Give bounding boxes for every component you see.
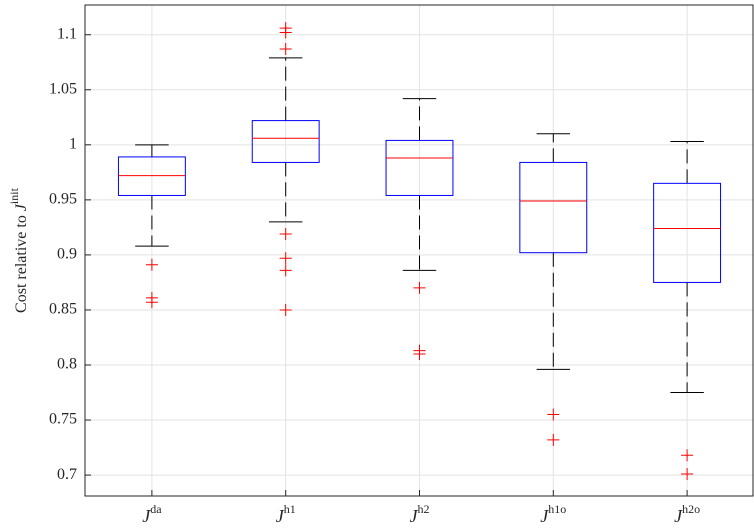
y-tick-label: 0.9 [57,246,77,263]
y-tick-label: 0.85 [49,301,77,318]
box [117,156,186,196]
y-tick-label: 1.05 [49,80,77,97]
box [251,120,320,163]
outlier [681,449,694,462]
y-tick-label: 0.75 [49,411,77,428]
y-tick-label: 0.7 [57,466,77,483]
y-label-symbol: J [13,203,30,211]
x-tick-label: Jh1 [276,502,296,526]
x-label-sup: da [150,502,162,516]
y-label-text: Cost relative to [13,211,30,313]
x-tick-label: Jh2o [674,502,700,526]
y-axis-label: Cost relative to Jinit [7,187,30,313]
x-label-symbol: J [276,506,285,526]
box [385,139,454,196]
box [519,161,588,254]
outlier [547,433,560,446]
x-label-symbol: J [410,506,419,526]
x-label-symbol: J [674,506,683,526]
outlier [413,281,426,294]
outlier [279,252,292,265]
x-label-symbol: J [540,506,549,526]
x-label-sup: h2o [682,502,700,516]
outlier [279,26,292,39]
x-tick-label: Jh2 [410,502,430,526]
y-tick-label: 0.95 [49,191,77,208]
box [653,182,722,283]
outlier [681,467,694,480]
outlier [279,303,292,316]
outlier [279,264,292,277]
x-tick-label: Jh1o [540,502,566,526]
outlier [145,258,158,271]
x-label-sup: h2 [418,502,430,516]
x-label-sup: h1 [284,502,296,516]
y-tick-label: 1 [69,135,77,152]
x-label-symbol: J [142,506,151,526]
y-tick-label: 1.1 [57,25,77,42]
outlier [279,43,292,56]
x-tick-label: Jda [142,502,162,526]
x-label-sup: h1o [548,502,566,516]
y-tick-label: 0.8 [57,356,77,373]
outlier [145,296,158,309]
y-label-sup: init [7,187,21,204]
outlier [547,408,560,421]
outlier [279,227,292,240]
outlier [413,347,426,360]
